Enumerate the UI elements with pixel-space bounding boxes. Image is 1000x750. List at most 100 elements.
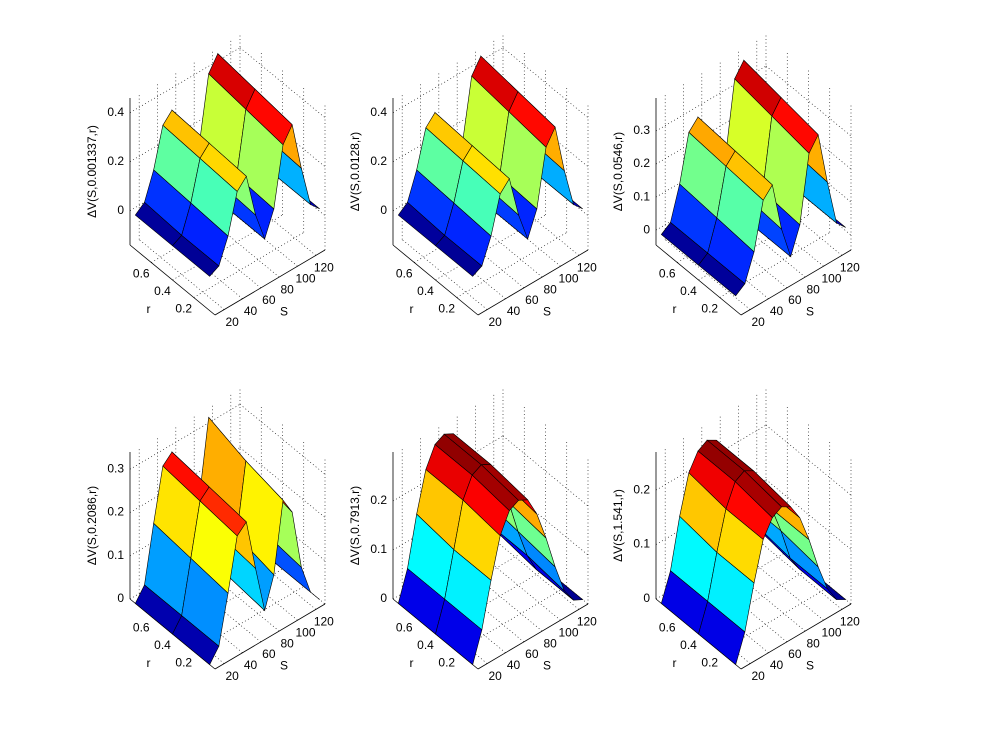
x-tick-label: 120 xyxy=(840,615,860,629)
x-tick-label: 20 xyxy=(751,669,765,683)
grid-line xyxy=(502,435,589,507)
x-axis xyxy=(740,603,852,670)
grid-line xyxy=(172,214,283,281)
z-tick-label: 0.3 xyxy=(107,461,124,475)
x-axis xyxy=(477,249,589,316)
grid-line xyxy=(138,239,225,310)
z-tick-label: 0.2 xyxy=(370,154,387,168)
x-tick-label: 20 xyxy=(225,669,239,683)
y-tick-label: 0.6 xyxy=(396,621,413,635)
y-tick-label: 0.4 xyxy=(154,638,171,652)
surface-patch xyxy=(435,598,483,666)
z-tick-label: 0 xyxy=(380,591,387,605)
y-tick-label: 0.6 xyxy=(659,267,676,281)
y-tick-label: 0.6 xyxy=(133,621,150,635)
x-tick-label: 40 xyxy=(770,304,784,318)
x-tick-label: 120 xyxy=(577,261,597,275)
x-tick-label: 120 xyxy=(577,615,597,629)
surface-patch xyxy=(172,234,220,277)
y-tick-label: 0.6 xyxy=(133,267,150,281)
grid-line xyxy=(239,47,326,118)
x-axis-label: S xyxy=(806,305,814,319)
x-tick-label: 80 xyxy=(806,636,820,650)
x-tick-label: 60 xyxy=(788,647,802,661)
surface-patch xyxy=(698,252,746,297)
x-tick-label: 80 xyxy=(806,282,820,296)
grid-line xyxy=(502,47,589,118)
z-tick-label: 0 xyxy=(643,222,650,236)
x-axis-label: S xyxy=(543,305,551,319)
grid-line xyxy=(129,404,241,470)
z-axis-label: ΔV(S,0.2086,r) xyxy=(85,486,99,565)
x-tick-label: 60 xyxy=(788,293,802,307)
z-tick-label: 0.4 xyxy=(370,105,387,119)
y-axis-label: r xyxy=(410,302,414,316)
z-tick-label: 0.4 xyxy=(107,105,124,119)
x-tick-label: 40 xyxy=(244,304,258,318)
z-tick-label: 0 xyxy=(117,203,124,217)
y-axis-label: r xyxy=(410,656,414,670)
x-tick-label: 100 xyxy=(821,271,841,285)
x-tick-label: 60 xyxy=(525,293,539,307)
z-tick-label: 0 xyxy=(117,591,124,605)
z-tick-label: 0.2 xyxy=(633,156,650,170)
x-tick-label: 40 xyxy=(770,658,784,672)
x-tick-label: 100 xyxy=(295,625,315,639)
grid-line xyxy=(765,424,852,496)
x-tick-label: 60 xyxy=(262,647,276,661)
z-tick-label: 0 xyxy=(643,591,650,605)
x-tick-label: 120 xyxy=(314,261,334,275)
z-axis-label: ΔV(S,0.7913,r) xyxy=(348,486,362,565)
x-tick-label: 100 xyxy=(558,271,578,285)
y-tick-label: 0.4 xyxy=(154,284,171,298)
x-tick-label: 100 xyxy=(821,625,841,639)
x-axis-label: S xyxy=(280,659,288,673)
grid-line xyxy=(239,404,326,475)
z-axis-label: ΔV(S,1.541,r) xyxy=(611,489,625,562)
z-tick-label: 0.1 xyxy=(633,537,650,551)
x-axis xyxy=(214,603,326,670)
y-axis xyxy=(129,244,216,316)
grid-line xyxy=(493,539,580,610)
z-tick-label: 0.2 xyxy=(633,482,650,496)
y-tick-label: 0.2 xyxy=(701,302,718,316)
x-axis-label: S xyxy=(280,305,288,319)
grid-line xyxy=(765,65,852,137)
y-tick-label: 0.4 xyxy=(680,284,697,298)
x-tick-label: 20 xyxy=(225,315,239,329)
y-tick-label: 0.2 xyxy=(438,656,455,670)
y-tick-label: 0.6 xyxy=(396,267,413,281)
grid-line xyxy=(435,214,546,281)
grid-line xyxy=(129,47,241,113)
x-tick-label: 80 xyxy=(543,282,557,296)
y-tick-label: 0.2 xyxy=(438,302,455,316)
y-axis-label: r xyxy=(673,302,677,316)
y-axis xyxy=(392,244,479,316)
z-tick-label: 0.2 xyxy=(370,493,387,507)
x-tick-label: 40 xyxy=(507,658,521,672)
z-tick-label: 0.2 xyxy=(107,505,124,519)
x-axis xyxy=(477,603,589,670)
z-tick-label: 0.2 xyxy=(107,154,124,168)
x-tick-label: 80 xyxy=(280,636,294,650)
z-axis-label: ΔV(S,0.001337,r) xyxy=(85,125,99,218)
grid-line xyxy=(765,479,852,550)
grid-line xyxy=(456,232,567,298)
z-tick-label: 0.1 xyxy=(370,542,387,556)
surface-patch xyxy=(698,600,746,666)
y-tick-label: 0.2 xyxy=(701,656,718,670)
y-tick-label: 0.4 xyxy=(417,638,434,652)
x-tick-label: 60 xyxy=(525,647,539,661)
x-axis-label: S xyxy=(543,659,551,673)
grid-line xyxy=(401,239,488,310)
x-tick-label: 100 xyxy=(295,271,315,285)
x-tick-label: 80 xyxy=(280,282,294,296)
x-tick-label: 40 xyxy=(507,304,521,318)
grid-line xyxy=(664,239,751,310)
x-tick-label: 120 xyxy=(840,261,860,275)
grid-line xyxy=(392,47,504,113)
